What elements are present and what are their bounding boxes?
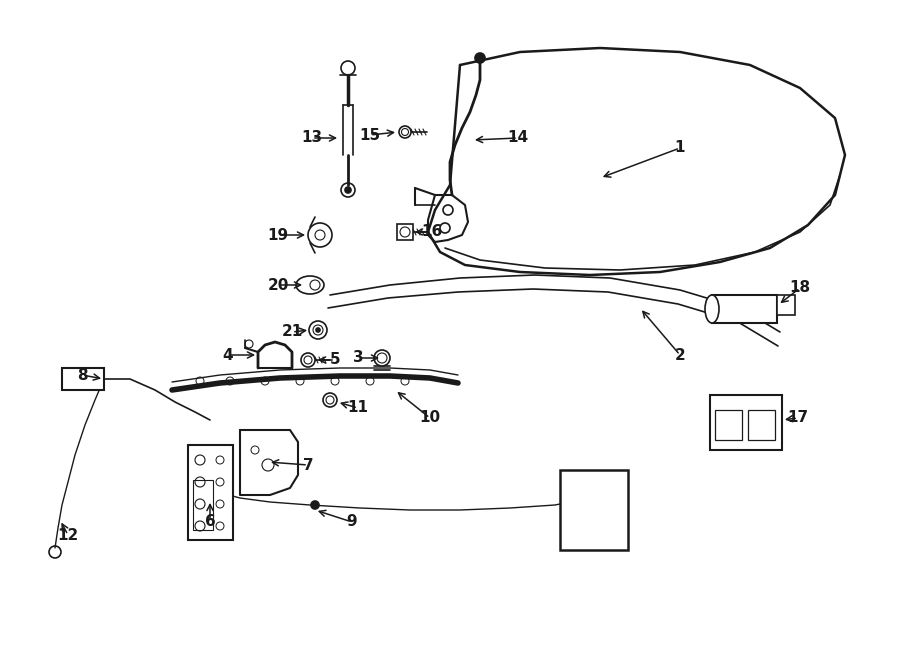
Text: 21: 21 <box>282 325 302 340</box>
Bar <box>715 410 742 440</box>
Bar <box>62 368 104 390</box>
Ellipse shape <box>705 295 719 323</box>
Circle shape <box>345 187 351 193</box>
Text: 14: 14 <box>508 130 528 145</box>
Text: 1: 1 <box>675 141 685 155</box>
Bar <box>193 480 213 530</box>
Text: 19: 19 <box>267 227 289 243</box>
Text: 13: 13 <box>302 130 322 145</box>
Text: 10: 10 <box>419 410 441 426</box>
Bar <box>712 295 777 323</box>
Text: 4: 4 <box>222 348 233 362</box>
Text: 8: 8 <box>76 368 87 383</box>
Circle shape <box>311 501 319 509</box>
Circle shape <box>475 53 485 63</box>
Text: 11: 11 <box>347 401 368 416</box>
Text: 7: 7 <box>302 457 313 473</box>
Circle shape <box>323 393 337 407</box>
Text: 15: 15 <box>359 128 381 143</box>
Bar <box>777 295 795 315</box>
Circle shape <box>301 353 315 367</box>
Text: 3: 3 <box>353 350 364 366</box>
Text: 6: 6 <box>204 514 215 529</box>
Text: 2: 2 <box>675 348 686 362</box>
Text: 20: 20 <box>267 278 289 293</box>
Text: 12: 12 <box>58 527 78 543</box>
Circle shape <box>374 350 390 366</box>
Text: 9: 9 <box>346 514 357 529</box>
Text: 5: 5 <box>329 352 340 368</box>
Text: 18: 18 <box>789 280 811 295</box>
Bar <box>748 410 775 440</box>
Bar <box>397 224 413 240</box>
Bar <box>188 445 233 540</box>
Circle shape <box>399 126 411 138</box>
Bar <box>560 470 628 550</box>
Bar <box>710 395 782 450</box>
Text: 17: 17 <box>788 410 808 426</box>
Text: 16: 16 <box>421 225 443 239</box>
Circle shape <box>316 328 320 332</box>
